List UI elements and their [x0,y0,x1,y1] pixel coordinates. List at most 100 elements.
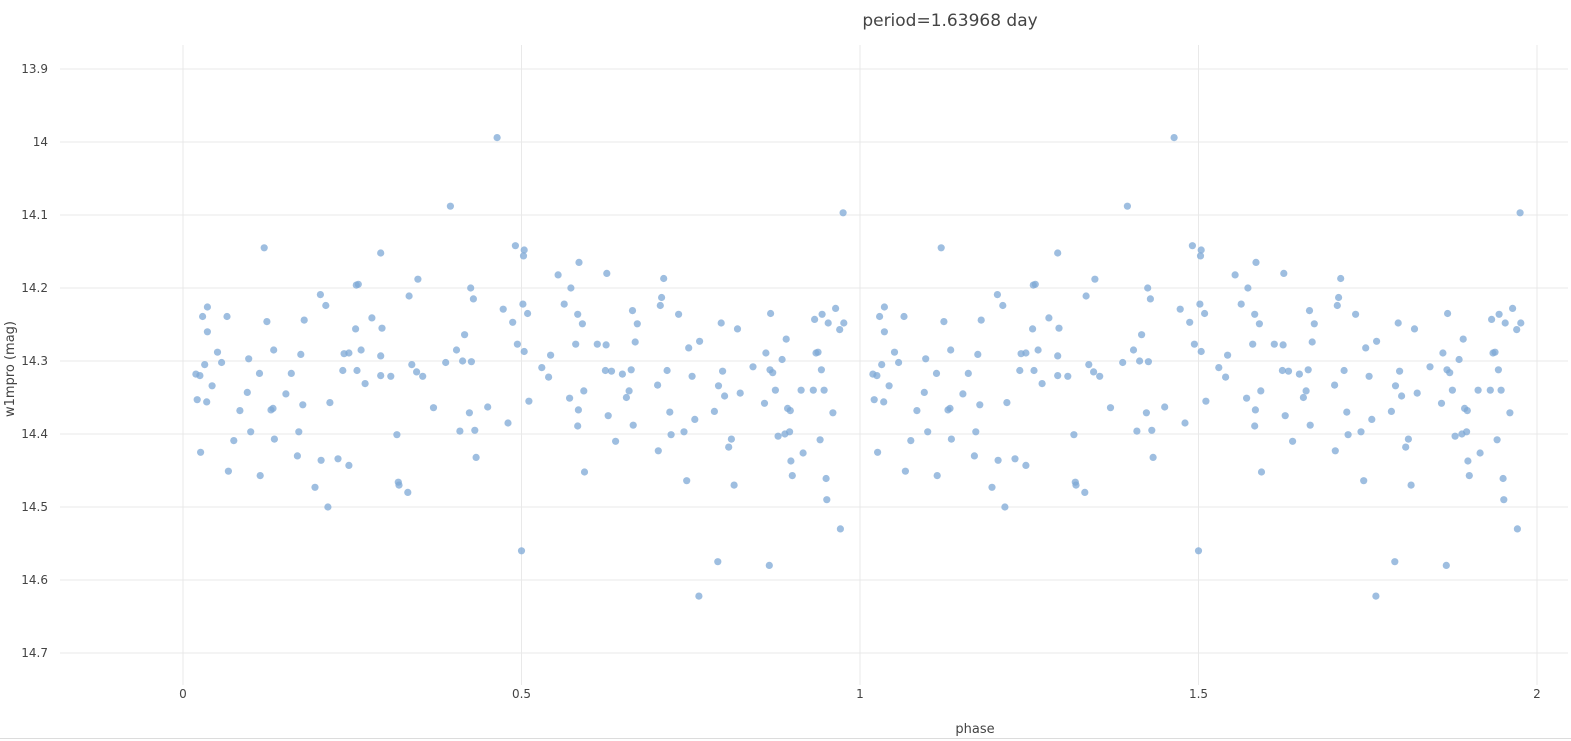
data-point [1255,320,1263,328]
data-point [197,448,205,456]
data-point [1516,209,1524,217]
data-point [658,293,666,302]
data-point [218,358,226,367]
data-point [297,350,305,358]
data-point [696,337,704,345]
data-point [282,390,290,398]
data-point [357,346,365,354]
data-point [1038,380,1046,388]
data-point [811,315,819,323]
data-point [1304,366,1312,374]
data-point [870,396,878,404]
data-point [1340,366,1348,375]
data-point [994,456,1002,464]
data-point [499,305,507,313]
y-tick-label: 13.9 [21,62,48,76]
data-point [977,316,985,324]
data-point [1030,366,1038,375]
data-point [1459,335,1467,343]
data-point [1446,369,1454,377]
data-point [353,366,361,375]
data-point [667,431,675,439]
data-point [814,348,822,356]
data-point [762,349,770,357]
data-point [680,428,688,436]
data-point [612,437,620,445]
data-point [1486,386,1494,394]
data-point [683,477,691,485]
data-point [270,346,278,354]
data-point [786,407,794,415]
data-point [361,380,369,388]
data-point [322,301,330,310]
data-point [269,404,277,412]
data-point [1188,242,1196,250]
data-point [824,319,832,327]
data-point [1257,468,1266,476]
data-point [243,388,251,396]
data-point [922,355,930,363]
data-point [988,483,996,491]
data-point [1463,428,1471,436]
data-point [1031,280,1039,288]
data-point [714,382,723,390]
data-point [733,325,742,333]
data-point [1148,426,1156,434]
data-point [419,372,427,380]
data-point [656,301,664,310]
data-point [1495,310,1503,318]
data-point [629,421,637,429]
data-point [749,363,757,371]
data-point [628,307,637,315]
data-point [816,436,824,444]
data-point [663,366,671,375]
data-point [1196,252,1205,260]
data-point [1488,315,1496,323]
data-point [1144,358,1152,366]
data-point [520,347,528,356]
data-point [840,319,848,327]
data-point [603,269,611,277]
data-point [972,428,980,436]
data-point [574,406,583,414]
data-point [1305,307,1314,315]
data-point [1085,361,1093,369]
data-point [685,344,693,352]
y-gridlines [60,68,1568,654]
x-gridlines [182,45,1538,685]
data-point [1493,436,1501,444]
data-point [660,274,668,283]
data-point [1410,325,1419,333]
data-point [1072,481,1080,489]
data-point [293,452,301,460]
data-point [256,472,264,480]
y-tick-label: 14.6 [21,573,48,587]
data-point [625,387,633,395]
data-point [1344,431,1352,439]
data-point [880,328,889,336]
data-point [1022,461,1030,469]
data-point [760,399,769,407]
data-point [354,280,362,288]
y-axis-title: w1mpro (mag) [3,321,18,417]
data-point [1491,348,1499,356]
data-point [1310,320,1318,328]
data-point [1257,387,1265,395]
data-point [1331,447,1339,455]
data-point [1123,202,1131,210]
y-tick-label: 14.7 [21,646,48,660]
data-point [839,209,847,217]
data-point [547,351,555,359]
y-tick-label: 14 [33,135,48,149]
data-point [575,258,583,266]
data-point [627,366,635,374]
data-point [993,291,1002,299]
data-point [920,388,928,396]
data-point [1091,275,1099,283]
data-point [601,366,610,375]
data-point [1064,372,1072,380]
data-point [223,312,231,321]
data-point [1513,525,1521,533]
data-point [695,592,703,600]
